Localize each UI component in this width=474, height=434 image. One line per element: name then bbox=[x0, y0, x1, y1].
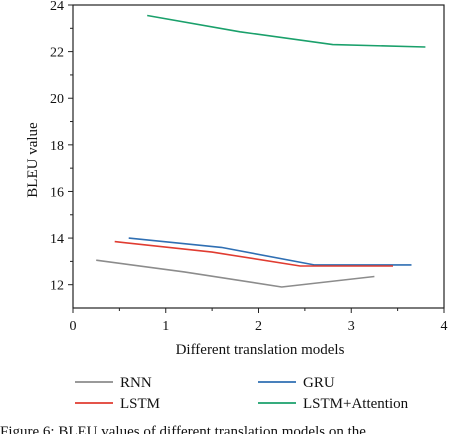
plot-frame bbox=[72, 4, 445, 309]
legend-label-rnn: RNN bbox=[120, 375, 152, 391]
x-tick-label: 4 bbox=[441, 319, 448, 334]
series-layer bbox=[96, 14, 426, 288]
x-tick-label: 1 bbox=[162, 319, 169, 334]
y-axis-label: BLEU value bbox=[25, 122, 41, 198]
figure-caption: Figure 6: BLEU values of different trans… bbox=[0, 424, 366, 434]
y-tick-label: 20 bbox=[50, 92, 64, 107]
y-tick-label: 12 bbox=[50, 279, 64, 294]
series-line-gru bbox=[128, 237, 412, 266]
legend-label-gru: GRU bbox=[303, 375, 335, 391]
series-line-rnn bbox=[96, 259, 375, 288]
y-tick-label: 16 bbox=[50, 185, 64, 200]
series-line-lstm-attention bbox=[147, 14, 426, 48]
legend: RNN GRU LSTM LSTM+Attention bbox=[75, 375, 409, 412]
y-tick-label: 14 bbox=[50, 232, 64, 247]
series-line-lstm bbox=[114, 240, 393, 267]
y-tick-label: 22 bbox=[50, 46, 64, 61]
legend-label-lstm-attention: LSTM+Attention bbox=[303, 396, 409, 412]
x-tick-label: 3 bbox=[348, 319, 355, 334]
x-tick-label: 2 bbox=[255, 319, 262, 334]
x-tick-label: 0 bbox=[70, 319, 77, 334]
legend-label-lstm: LSTM bbox=[120, 396, 160, 412]
y-tick-label: 24 bbox=[50, 0, 64, 14]
y-tick-label: 18 bbox=[50, 139, 64, 154]
x-axis-label: Different translation models bbox=[176, 342, 345, 358]
